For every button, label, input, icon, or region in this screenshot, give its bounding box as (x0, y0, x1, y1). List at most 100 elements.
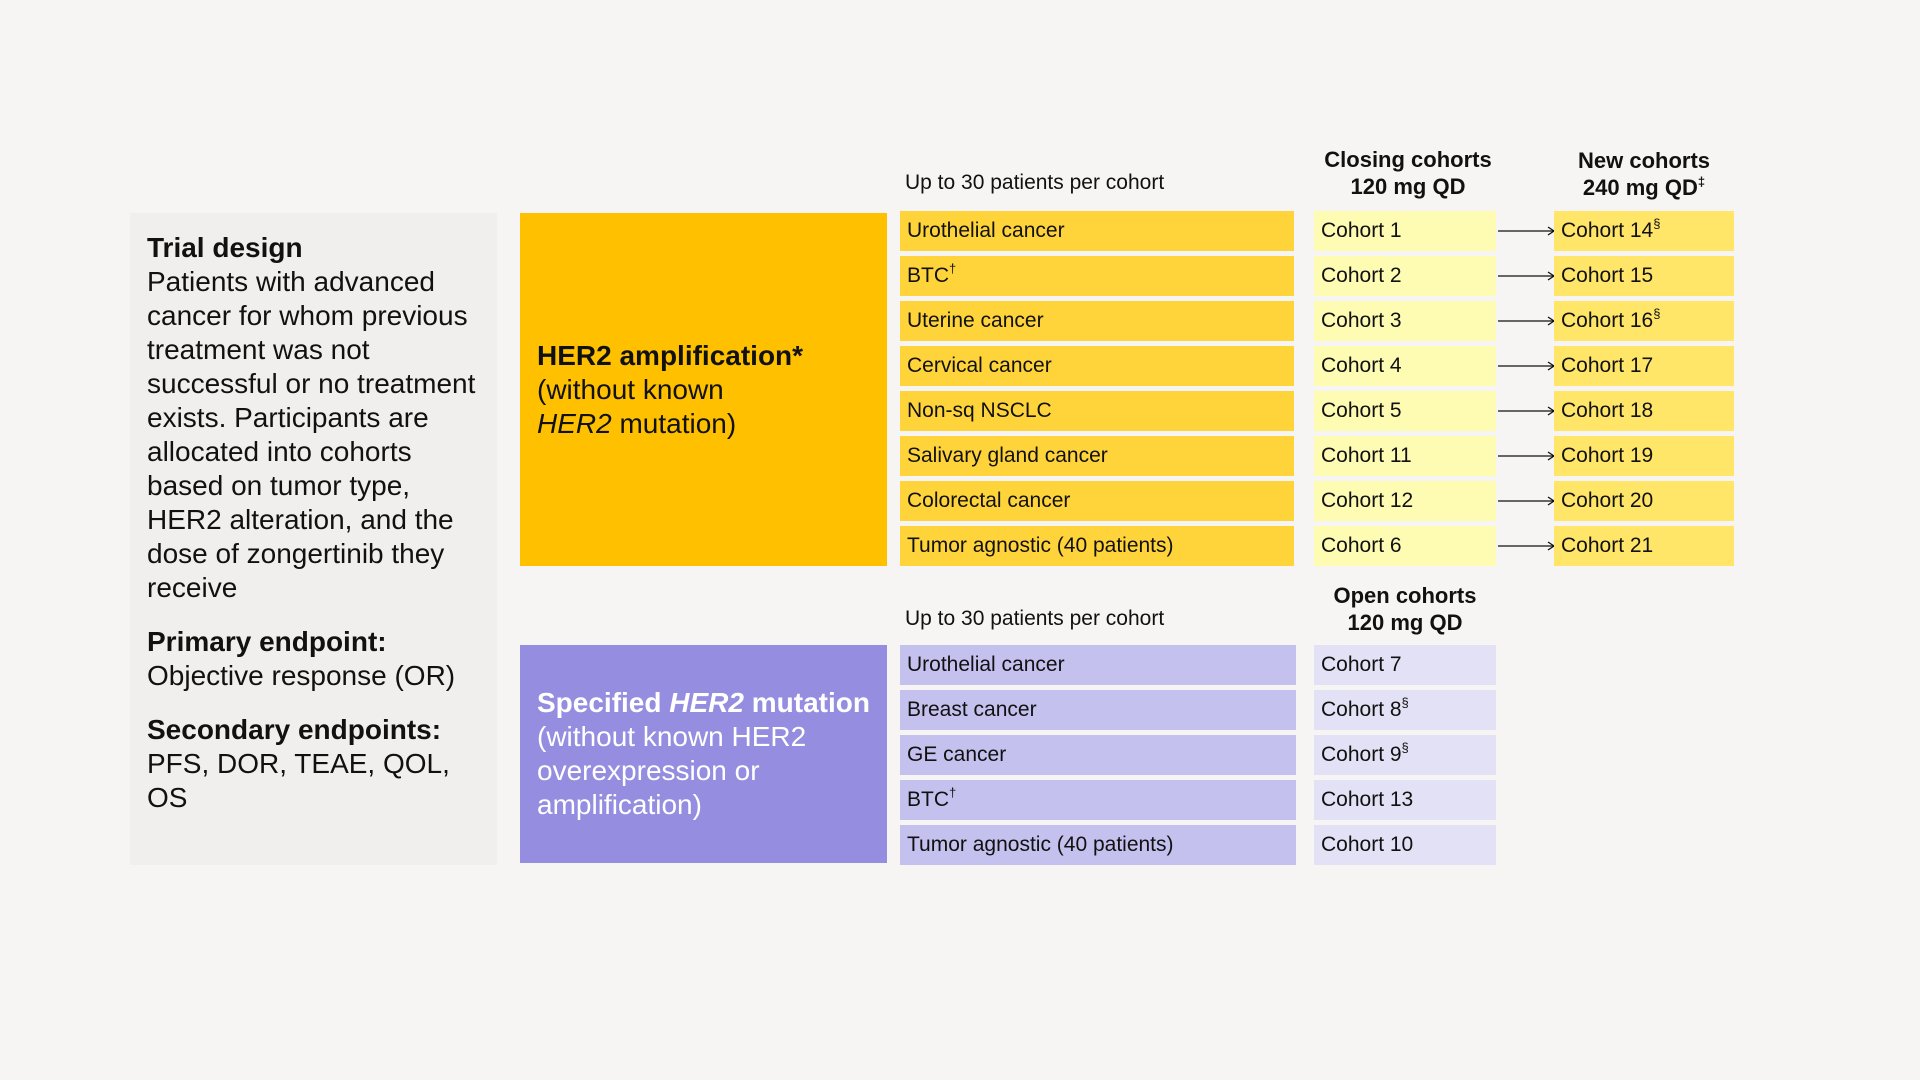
closing-cohort-label: Cohort 11 (1321, 444, 1412, 467)
closing-cohort-cell: Cohort 12 (1314, 481, 1496, 521)
new-cohort-label: Cohort 18 (1561, 399, 1654, 422)
amplification-group-sub-1: (without known (537, 373, 724, 405)
open-cohort-cell: Cohort 8§ (1314, 690, 1496, 730)
mutation-cancer-cell: Urothelial cancer (900, 645, 1296, 685)
open-cohort-cell: Cohort 10 (1314, 825, 1496, 865)
closing-cohort-label: Cohort 3 (1321, 309, 1402, 332)
closing-cohort-label: Cohort 2 (1321, 264, 1402, 287)
closing-cohort-label: Cohort 6 (1321, 534, 1402, 557)
new-cohort-cell: Cohort 19 (1554, 436, 1734, 476)
amplification-cancer-cell: Colorectal cancer (900, 481, 1294, 521)
mutation-cancer-cell: BTC† (900, 780, 1296, 820)
new-cohort-cell: Cohort 20 (1554, 481, 1734, 521)
new-cohort-cell: Cohort 18 (1554, 391, 1734, 431)
cancer-label: Tumor agnostic (40 patients) (907, 534, 1174, 557)
closing-cohort-cell: Cohort 4 (1314, 346, 1496, 386)
mutation-cancer-cell: Tumor agnostic (40 patients) (900, 825, 1296, 865)
open-cohort-label: Cohort 8 (1321, 698, 1402, 721)
new-cohorts-header: New cohorts 240 mg QD‡ (1536, 147, 1752, 201)
cancer-label: Uterine cancer (907, 309, 1044, 332)
open-cohorts-header: Open cohorts 120 mg QD (1297, 582, 1513, 636)
open-cohort-footnote: § (1401, 695, 1409, 710)
trial-design-description: Patients with advanced cancer for whom p… (147, 266, 476, 603)
new-cohort-cell: Cohort 21 (1554, 526, 1734, 566)
cancer-label: BTC (907, 788, 949, 811)
closing-cohort-cell: Cohort 6 (1314, 526, 1496, 566)
closing-cohort-label: Cohort 5 (1321, 399, 1402, 422)
cancer-footnote: † (949, 261, 957, 276)
mutation-group-title-post: mutation (743, 687, 870, 718)
new-cohort-label: Cohort 21 (1561, 534, 1654, 557)
closing-cohort-label: Cohort 1 (1321, 219, 1402, 242)
trial-design-title: Trial design (147, 232, 303, 263)
amplification-cancer-cell: Cervical cancer (900, 346, 1294, 386)
secondary-endpoints-label: Secondary endpoints: (147, 714, 442, 745)
arrow-icon (1498, 406, 1556, 416)
new-cohort-label: Cohort 15 (1561, 264, 1654, 287)
closing-cohort-cell: Cohort 2 (1314, 256, 1496, 296)
amplification-cancer-cell: BTC† (900, 256, 1294, 296)
open-cohort-label: Cohort 9 (1321, 743, 1402, 766)
new-cohort-cell: Cohort 14§ (1554, 211, 1734, 251)
open-cohort-footnote: § (1401, 740, 1409, 755)
arrow-icon (1498, 361, 1556, 371)
trial-design-panel: Trial design Patients with advanced canc… (130, 213, 497, 865)
open-cohort-label: Cohort 10 (1321, 833, 1414, 856)
amplification-group-title: HER2 amplification* (537, 339, 804, 371)
cancer-label: Urothelial cancer (907, 219, 1065, 242)
cancer-label: BTC (907, 264, 949, 287)
new-cohorts-header-line2: 240 mg QD (1582, 175, 1698, 200)
open-cohorts-header-line2: 120 mg QD (1347, 610, 1463, 635)
amplification-cancer-cell: Non-sq NSCLC (900, 391, 1294, 431)
amplification-cancer-cell: Uterine cancer (900, 301, 1294, 341)
open-cohort-label: Cohort 13 (1321, 788, 1414, 811)
cancer-label: Cervical cancer (907, 354, 1052, 377)
open-cohort-cell: Cohort 7 (1314, 645, 1496, 685)
closing-cohort-cell: Cohort 11 (1314, 436, 1496, 476)
closing-cohorts-header: Closing cohorts 120 mg QD (1300, 146, 1516, 200)
new-cohort-label: Cohort 14 (1561, 219, 1654, 242)
arrow-icon (1498, 451, 1556, 461)
primary-endpoint-label: Primary endpoint: (147, 626, 387, 657)
new-cohort-cell: Cohort 16§ (1554, 301, 1734, 341)
her2-mutation-group: Specified HER2 mutation (without known H… (520, 645, 887, 863)
mutation-group-title: Specified HER2 mutation (537, 686, 870, 720)
mutation-caption: Up to 30 patients per cohort (905, 607, 1165, 630)
amplification-caption: Up to 30 patients per cohort (905, 171, 1165, 194)
new-cohort-label: Cohort 17 (1561, 354, 1654, 377)
arrow-icon (1498, 226, 1556, 236)
mutation-group-sub: (without known HER2 overexpression or am… (537, 721, 807, 820)
mutation-cancer-cell: GE cancer (900, 735, 1296, 775)
amplification-group-sub-2-italic: HER2 (537, 407, 612, 439)
cancer-label: Non-sq NSCLC (907, 399, 1052, 422)
closing-cohorts-header-line1: Closing cohorts (1324, 147, 1492, 172)
arrow-icon (1498, 541, 1556, 551)
new-cohort-footnote: § (1653, 216, 1661, 231)
mutation-group-title-italic: HER2 (669, 687, 744, 718)
secondary-endpoints-value: PFS, DOR, TEAE, QOL, OS (147, 748, 450, 813)
cancer-label: Tumor agnostic (40 patients) (907, 833, 1174, 856)
new-cohort-label: Cohort 20 (1561, 489, 1654, 512)
closing-cohort-label: Cohort 4 (1321, 354, 1402, 377)
closing-cohort-cell: Cohort 1 (1314, 211, 1496, 251)
closing-cohorts-header-line2: 120 mg QD (1350, 174, 1466, 199)
closing-cohort-cell: Cohort 5 (1314, 391, 1496, 431)
cancer-footnote: † (949, 785, 957, 800)
open-cohort-label: Cohort 7 (1321, 653, 1402, 676)
new-cohorts-header-line1: New cohorts (1577, 148, 1711, 173)
her2-amplification-group: HER2 amplification* (without known HER2 … (520, 213, 887, 566)
closing-cohort-label: Cohort 12 (1321, 489, 1414, 512)
cancer-label: GE cancer (907, 743, 1007, 766)
new-cohort-cell: Cohort 15 (1554, 256, 1734, 296)
mutation-cancer-cell: Breast cancer (900, 690, 1296, 730)
cancer-label: Breast cancer (907, 698, 1037, 721)
amplification-group-sub-2: HER2 mutation) (537, 407, 870, 441)
open-cohorts-header-line1: Open cohorts (1333, 583, 1477, 608)
new-cohort-cell: Cohort 17 (1554, 346, 1734, 386)
new-cohort-label: Cohort 16 (1561, 309, 1654, 332)
cancer-label: Colorectal cancer (907, 489, 1071, 512)
amplification-group-sub-2-rest: mutation) (611, 407, 737, 439)
cancer-label: Salivary gland cancer (907, 444, 1108, 467)
new-cohort-label: Cohort 19 (1561, 444, 1654, 467)
primary-endpoint-value: Objective response (OR) (147, 660, 456, 691)
